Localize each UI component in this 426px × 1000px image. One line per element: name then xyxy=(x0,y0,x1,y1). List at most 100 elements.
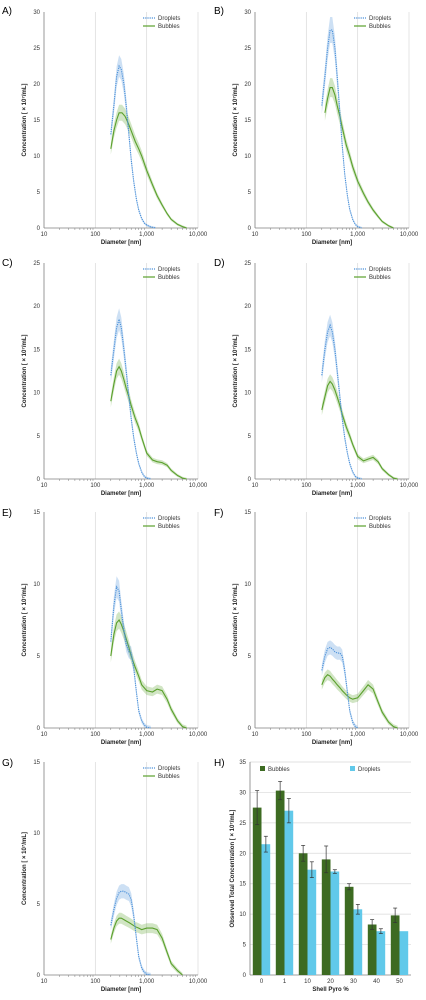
x-tick-label: 10 xyxy=(41,979,48,985)
legend-label: Droplets xyxy=(158,16,180,22)
x-tick-label: 100 xyxy=(90,732,101,738)
x-tick-label: 100 xyxy=(301,732,312,738)
y-tick-label: 5 xyxy=(248,654,252,660)
y-tick-label: 10 xyxy=(33,154,40,160)
series-band xyxy=(110,358,187,479)
chart-panel-6: 0 5 10 15 10 100 1,000 10,000 Diameter [nm] Conce… xyxy=(22,760,208,993)
x-tick-label: 1,000 xyxy=(139,732,155,738)
x-axis-title: Diameter [nm] xyxy=(101,740,141,746)
x-tick-label: 100 xyxy=(301,232,312,238)
y-tick-label: 30 xyxy=(33,10,40,16)
chart-panel-2: 0 5 10 15 20 25 10 100 1,000 10,000 Diameter [nm] C… xyxy=(22,261,208,497)
y-tick-label: 15 xyxy=(239,882,246,888)
x-tick-label: 10,000 xyxy=(189,232,208,238)
y-tick-label: 5 xyxy=(37,434,41,440)
legend-label: Droplets xyxy=(369,267,391,273)
bar-droplets xyxy=(284,810,294,975)
series-line-droplets xyxy=(321,323,362,480)
y-tick-label: 15 xyxy=(33,760,40,766)
y-axis-title: Concentration [ × 10⁷/mL] xyxy=(233,84,239,157)
legend-label: Bubbles xyxy=(369,24,391,30)
series-line-bubbles xyxy=(110,112,187,229)
x-axis-title: Diameter [nm] xyxy=(312,491,352,497)
series-line-droplets xyxy=(321,646,358,729)
y-tick-label: 5 xyxy=(248,434,252,440)
y-tick-label: 25 xyxy=(33,46,40,52)
panel-label: C) xyxy=(2,258,13,269)
legend-label: Droplets xyxy=(158,516,180,522)
x-tick-label: 1,000 xyxy=(350,732,366,738)
legend-swatch xyxy=(260,766,265,771)
y-tick-label: 5 xyxy=(243,943,247,949)
series-line-droplets xyxy=(110,317,151,480)
bar-bubbles xyxy=(275,790,285,975)
x-tick-label: 10 xyxy=(252,732,259,738)
panel-label: D) xyxy=(214,258,225,269)
x-tick-label: 100 xyxy=(301,483,312,489)
y-tick-label: 15 xyxy=(244,347,251,353)
series-band xyxy=(110,884,151,975)
x-axis-title: Shell Pyro % xyxy=(312,987,349,993)
y-tick-label: 0 xyxy=(248,226,252,232)
bar-droplets xyxy=(307,869,317,975)
panel-label: G) xyxy=(2,758,13,769)
series-band xyxy=(321,374,398,479)
legend-label: Bubbles xyxy=(369,275,391,281)
x-tick-label: 100 xyxy=(90,483,101,489)
y-tick-label: 5 xyxy=(37,902,41,908)
x-tick-label: 10 xyxy=(41,732,48,738)
x-tick-label: 1,000 xyxy=(139,979,155,985)
chart-panel-7: 0 5 10 15 20 25 30 35 0 1 10 20 30 40 50 Shell Pyro % Ob… xyxy=(230,760,411,993)
x-tick-label: 10 xyxy=(304,979,311,985)
x-tick-label: 10,000 xyxy=(189,732,208,738)
y-tick-label: 20 xyxy=(244,304,251,310)
panel-label: F) xyxy=(214,508,223,519)
series-band xyxy=(324,78,394,228)
y-tick-label: 15 xyxy=(244,118,251,124)
series-band xyxy=(110,611,187,728)
y-tick-label: 10 xyxy=(33,391,40,397)
y-tick-label: 30 xyxy=(244,10,251,16)
x-tick-label: 1,000 xyxy=(139,232,155,238)
x-tick-label: 10,000 xyxy=(189,483,208,489)
legend-label: Bubbles xyxy=(158,275,180,281)
y-tick-label: 15 xyxy=(33,118,40,124)
x-tick-label: 10 xyxy=(252,483,259,489)
legend-label: Droplets xyxy=(369,16,391,22)
y-tick-label: 10 xyxy=(244,582,251,588)
series-band xyxy=(110,104,187,228)
y-tick-label: 0 xyxy=(37,726,41,732)
y-tick-label: 20 xyxy=(239,851,246,857)
y-tick-label: 20 xyxy=(33,82,40,88)
x-tick-label: 10,000 xyxy=(400,232,419,238)
bar-bubbles xyxy=(321,859,331,975)
y-tick-label: 0 xyxy=(37,477,41,483)
x-tick-label: 10 xyxy=(252,232,259,238)
series-band xyxy=(321,669,398,728)
bar-bubbles xyxy=(298,853,308,975)
x-tick-label: 1,000 xyxy=(139,483,155,489)
x-tick-label: 40 xyxy=(373,979,380,985)
x-tick-label: 0 xyxy=(260,979,264,985)
x-axis-title: Diameter [nm] xyxy=(101,491,141,497)
series-line-droplets xyxy=(110,64,156,229)
bar-droplets xyxy=(353,909,363,975)
legend-swatch xyxy=(350,766,355,771)
legend-label: Bubbles xyxy=(369,524,391,530)
series-band xyxy=(321,640,358,728)
y-tick-label: 10 xyxy=(239,912,246,918)
x-tick-label: 100 xyxy=(90,979,101,985)
x-tick-label: 1,000 xyxy=(350,483,366,489)
x-axis-title: Diameter [nm] xyxy=(312,240,352,246)
legend-label: Droplets xyxy=(369,516,391,522)
y-axis-title: Concentration [ × 10⁷/mL] xyxy=(22,84,28,157)
y-axis-title: Concentration [ × 10⁷/mL] xyxy=(233,584,239,657)
y-tick-label: 0 xyxy=(243,973,247,979)
bar-droplets xyxy=(399,931,409,975)
x-tick-label: 10,000 xyxy=(189,979,208,985)
y-axis-title: Concentration [ × 10⁷/mL] xyxy=(22,832,28,905)
y-tick-label: 0 xyxy=(248,477,252,483)
y-tick-label: 35 xyxy=(239,760,246,766)
bar-droplets xyxy=(376,931,386,975)
